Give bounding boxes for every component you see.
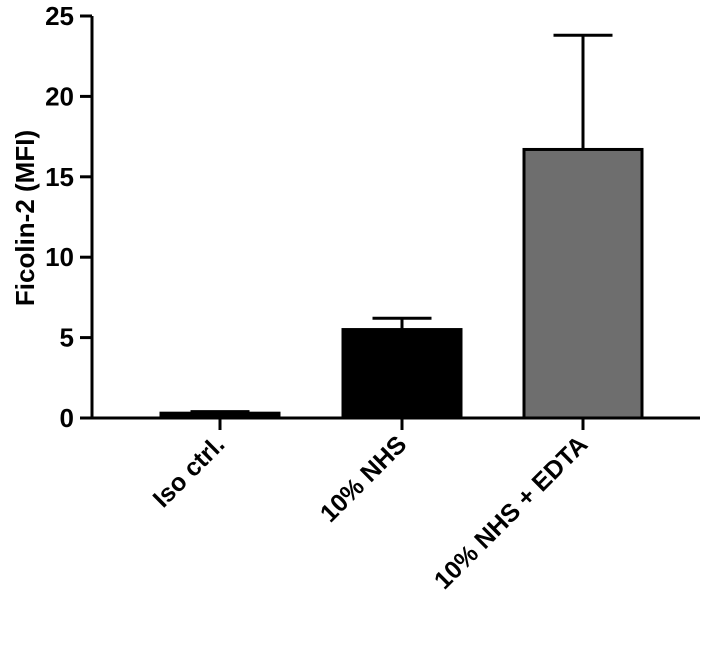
y-tick-label-3: 15 (45, 162, 74, 192)
y-tick-label-0: 0 (60, 403, 74, 433)
y-tick-label-1: 5 (60, 323, 74, 353)
bar-2 (522, 147, 644, 420)
plot-area: 0 5 10 15 20 25 Iso ctrl. 10% NHS 10% NHS + EDTA (45, 1, 700, 595)
x-tick-label-0: Iso ctrl. (148, 430, 231, 513)
bar-1 (341, 328, 463, 420)
x-tick-label-1: 10% NHS (315, 430, 412, 527)
y-tick-label-4: 20 (45, 81, 74, 111)
x-tick-label-2: 10% NHS + EDTA (429, 430, 593, 594)
y-tick-label-5: 25 (45, 1, 74, 31)
y-tick-label-2: 10 (45, 242, 74, 272)
y-axis-title: Ficolin-2 (MFI) (10, 130, 40, 306)
